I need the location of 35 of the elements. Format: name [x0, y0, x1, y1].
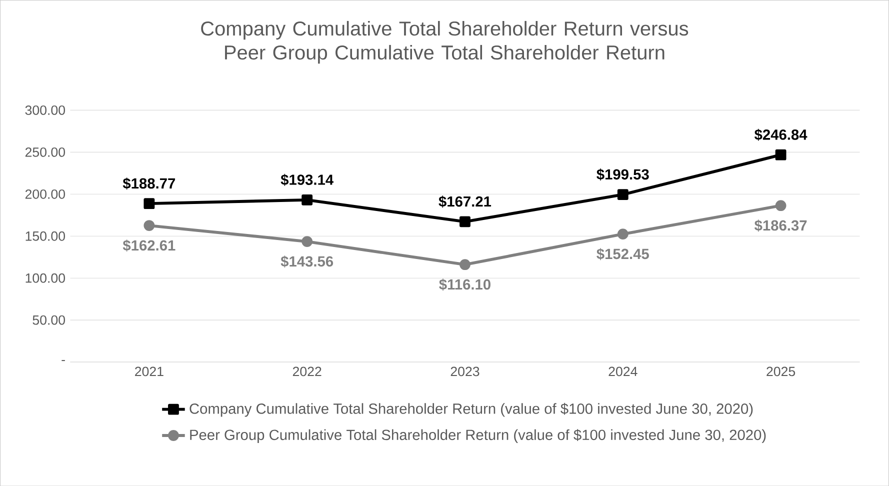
x-tick-label: 2022 — [292, 366, 322, 376]
point — [775, 200, 786, 211]
point — [617, 228, 628, 240]
point — [144, 198, 155, 209]
data-label: $152.45 — [596, 248, 649, 260]
data-label: $116.10 — [439, 278, 490, 290]
y-tick-label: - — [62, 360, 65, 361]
point — [460, 259, 470, 270]
point — [460, 216, 470, 228]
x-tick-label: 2023 — [450, 366, 480, 376]
x-tick-label: 2025 — [766, 366, 796, 376]
y-tick-label: 300.00 — [25, 105, 66, 115]
point — [144, 220, 155, 231]
y-tick-label: 150.00 — [26, 231, 66, 241]
y-tick-label: 50.00 — [32, 315, 66, 325]
data-label: $246.84 — [754, 128, 808, 141]
data-label: $199.53 — [596, 168, 649, 180]
y-tick-label: 250.00 — [25, 147, 66, 157]
point — [302, 236, 313, 247]
legend-label: Company Cumulative Total Shareholder Return (value of $100 invested June 30, 2020) — [190, 402, 753, 417]
y-tick-label: 100.00 — [26, 273, 66, 283]
legend-label: Peer Group Cumulative Total Shareholder Return (value of $100 invested June 30, 2020) — [190, 428, 766, 443]
y-tick-label: 200.00 — [25, 189, 66, 199]
x-tick-label: 2021 — [135, 366, 164, 376]
point — [302, 194, 313, 206]
point — [617, 188, 628, 200]
chart-title: Company Cumulative Total Shareholder Return versus Peer Group Cumulative Total Shareholder Return — [201, 20, 688, 64]
data-label: $193.14 — [280, 174, 334, 186]
x-tick-label: 2024 — [608, 366, 638, 376]
point — [775, 149, 786, 160]
data-label: $188.77 — [122, 177, 176, 190]
data-label: $143.56 — [280, 255, 334, 268]
data-label: $167.21 — [438, 196, 492, 208]
data-label: $186.37 — [754, 220, 807, 232]
data-label: $162.61 — [122, 239, 176, 252]
